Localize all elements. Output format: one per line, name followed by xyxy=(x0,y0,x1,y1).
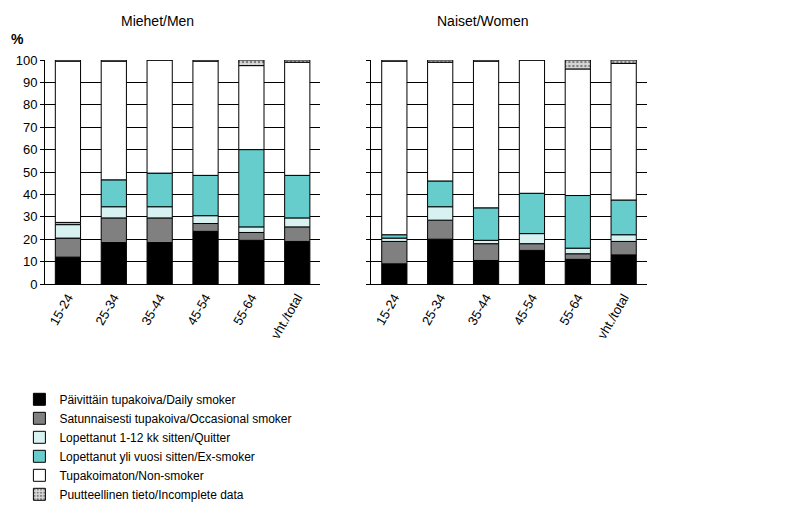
svg-text:Naiset/Women: Naiset/Women xyxy=(437,13,529,29)
svg-text:Lopettanut yli vuosi sitten/Ex: Lopettanut yli vuosi sitten/Ex-smoker xyxy=(59,450,254,464)
svg-text:30: 30 xyxy=(23,209,37,224)
svg-text:50: 50 xyxy=(23,165,37,180)
svg-text:Tupakoimaton/Non-smoker: Tupakoimaton/Non-smoker xyxy=(59,469,203,483)
svg-text:55-64: 55-64 xyxy=(556,291,586,327)
svg-text:80: 80 xyxy=(23,97,37,112)
svg-text:15-24: 15-24 xyxy=(373,291,403,327)
svg-text:vht./total: vht./total xyxy=(594,291,632,341)
svg-text:45-54: 45-54 xyxy=(511,291,541,327)
svg-text:0: 0 xyxy=(30,277,37,292)
svg-text:35-44: 35-44 xyxy=(138,291,168,327)
svg-text:Puutteellinen tieto/Incomplete: Puutteellinen tieto/Incomplete data xyxy=(59,488,243,502)
svg-text:Päivittäin tupakoiva/Daily smo: Päivittäin tupakoiva/Daily smoker xyxy=(59,393,235,407)
svg-text:90: 90 xyxy=(23,75,37,90)
svg-text:25-34: 25-34 xyxy=(419,291,449,327)
svg-text:%: % xyxy=(11,31,24,47)
svg-text:Miehet/Men: Miehet/Men xyxy=(121,13,194,29)
svg-text:15-24: 15-24 xyxy=(47,291,77,327)
svg-text:Satunnaisesti tupakoiva/Occasi: Satunnaisesti tupakoiva/Occasional smoke… xyxy=(59,412,291,426)
svg-text:40: 40 xyxy=(23,187,37,202)
svg-text:10: 10 xyxy=(23,254,37,269)
svg-text:25-34: 25-34 xyxy=(92,291,122,327)
svg-text:vht./total: vht./total xyxy=(268,291,306,341)
svg-text:Lopettanut 1-12 kk sitten/Quit: Lopettanut 1-12 kk sitten/Quitter xyxy=(59,431,230,445)
svg-text:100: 100 xyxy=(16,53,38,68)
svg-text:70: 70 xyxy=(23,120,37,135)
svg-text:20: 20 xyxy=(23,232,37,247)
svg-text:35-44: 35-44 xyxy=(465,291,495,327)
svg-text:60: 60 xyxy=(23,142,37,157)
svg-text:45-54: 45-54 xyxy=(184,291,214,327)
svg-text:55-64: 55-64 xyxy=(230,291,260,327)
